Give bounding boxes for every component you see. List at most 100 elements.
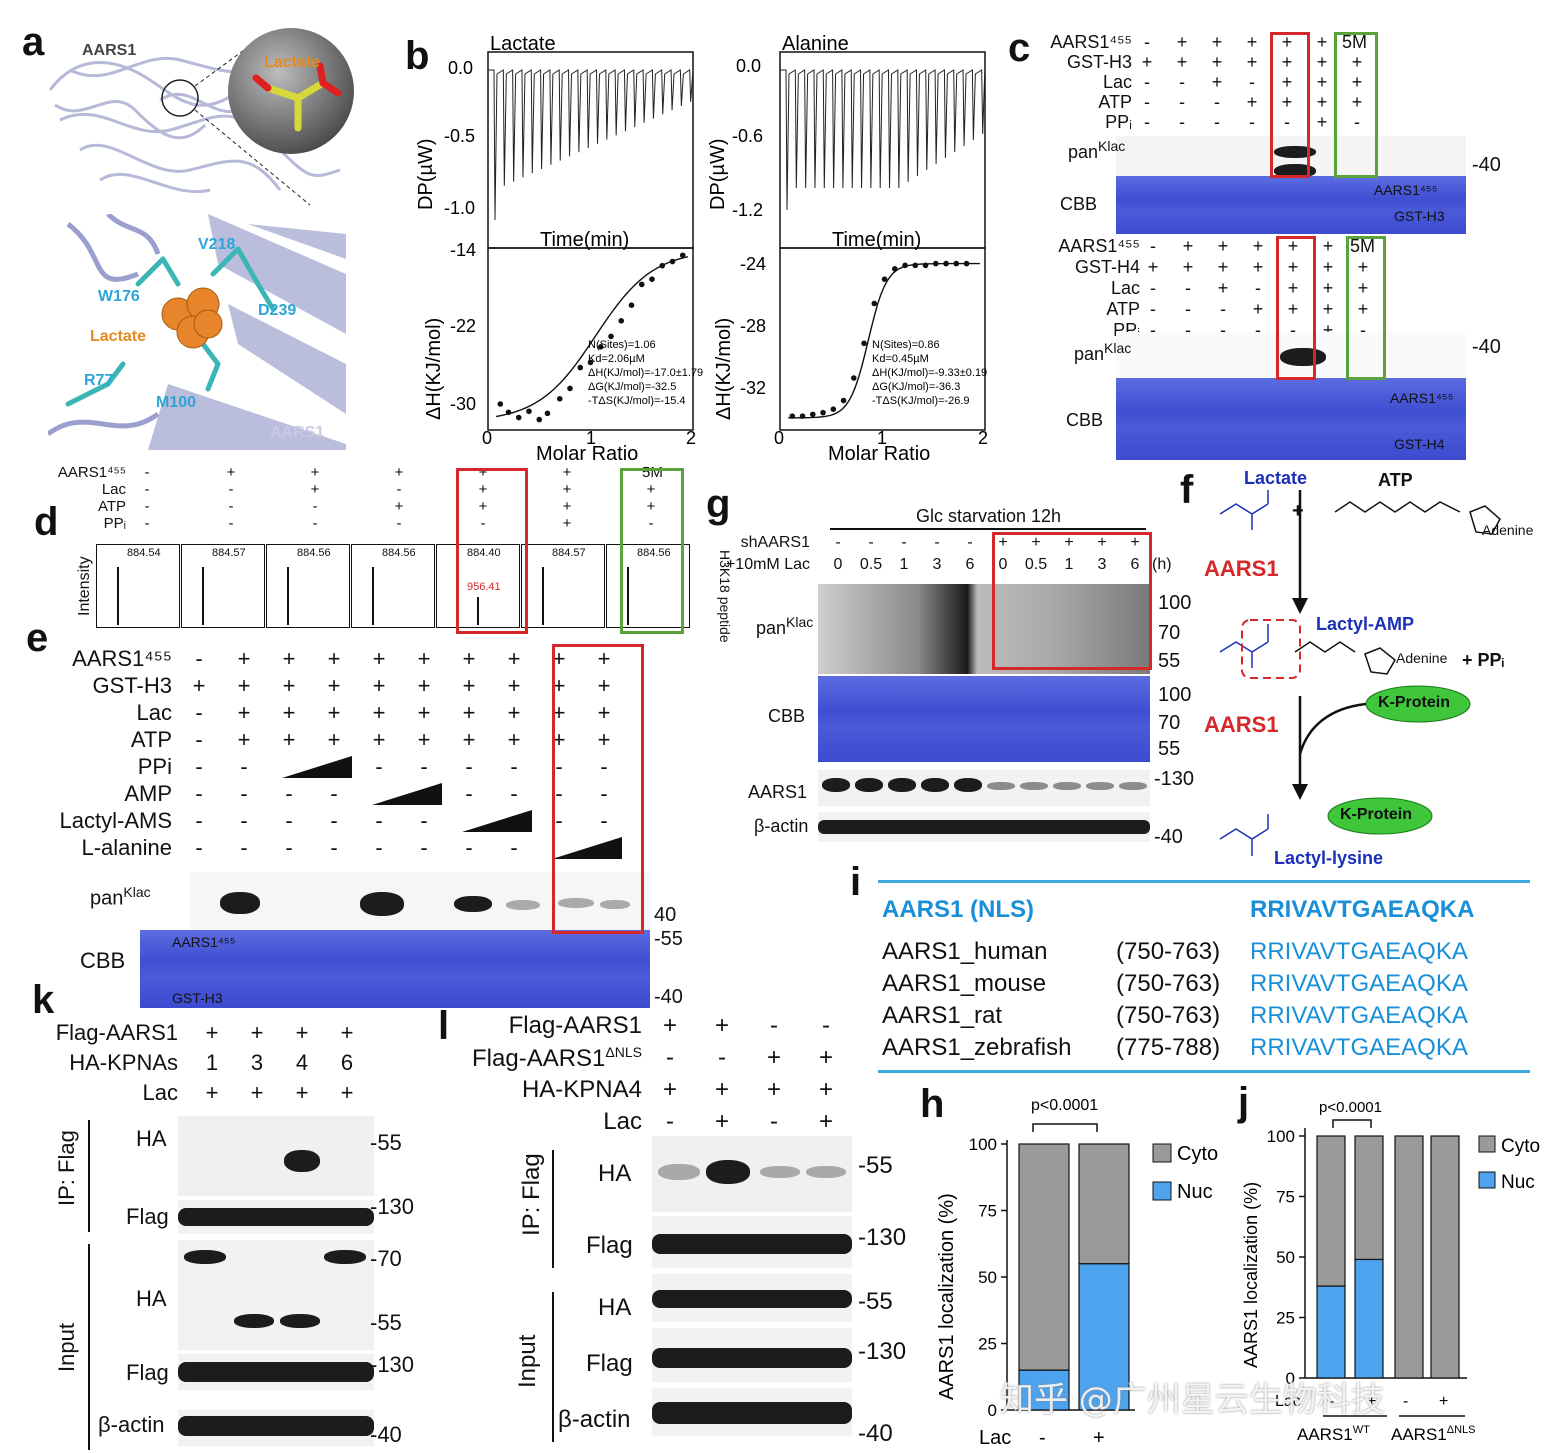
sign-r4-c7: - xyxy=(510,754,518,779)
sign-r2-c0: - xyxy=(144,498,150,515)
sign-r4-c2: - xyxy=(1220,320,1226,340)
l-fit-1: Kd=2.06µM xyxy=(588,353,645,365)
h-legend-cyto-swatch xyxy=(1152,1143,1172,1163)
g-red-box xyxy=(992,532,1152,670)
bar-nuc-1 xyxy=(1354,1258,1384,1379)
d-peak-label-3: 884.56 xyxy=(382,547,416,559)
sign-r2-c6: + xyxy=(462,700,476,725)
r-fit-0: N(Sites)=0.86 xyxy=(872,339,940,351)
l-fit-3: ΔG(KJ/mol)=-32.5 xyxy=(588,381,676,393)
f-ppi: + PPᵢ xyxy=(1462,650,1505,670)
d-red-peak-line xyxy=(477,597,479,625)
g-time-5: 0 xyxy=(998,556,1008,573)
sign-r7-c5: - xyxy=(420,835,428,860)
sign-r4-c0: - xyxy=(195,754,203,779)
d-peak-label-4: 884.40 xyxy=(467,547,501,559)
d-peak-label-2: 884.56 xyxy=(297,547,331,559)
g-time-8: 3 xyxy=(1097,556,1107,573)
lactate-dh-frame xyxy=(487,247,694,431)
g-row-sh: shAARS1 xyxy=(740,534,810,551)
j-legend-nuc: Nuc xyxy=(1501,1172,1535,1193)
r-x-tick-1: 1 xyxy=(877,428,887,448)
g-time-2: 1 xyxy=(899,556,909,573)
l-dp-tick-0: 0.0 xyxy=(448,58,473,78)
residue-v218: V218 xyxy=(198,236,236,253)
sign-r7-c3: - xyxy=(330,835,338,860)
bar-cyto-2 xyxy=(1394,1135,1424,1379)
g-aars-band-7 xyxy=(1053,782,1081,790)
sign-r4-c2: - xyxy=(1214,112,1220,132)
k-blot-ha-1: HA xyxy=(136,1126,167,1151)
l-mw-130: -130 xyxy=(858,1224,907,1251)
sign-r6-c8: - xyxy=(555,808,563,833)
c-aars-label-2: AARS1⁴⁵⁵ xyxy=(1390,390,1454,406)
l-ip-ha-band-3 xyxy=(760,1166,800,1178)
ytick-label: 50 xyxy=(978,1268,997,1287)
watermark: 知乎 @广州星云生物科技 xyxy=(1000,1380,1385,1420)
itc-point xyxy=(902,262,908,269)
sign-r4-c1: - xyxy=(1179,112,1185,132)
sign-r5-c2: - xyxy=(285,781,293,806)
c-aars-label-1: AARS1⁴⁵⁵ xyxy=(1374,182,1438,198)
d-spectrum-1: 884.57 xyxy=(181,544,265,628)
l-fit-0: N(Sites)=1.06 xyxy=(588,339,656,351)
k-protein-oval-2 xyxy=(1327,797,1433,835)
sign-r3-c2: - xyxy=(312,515,318,532)
sign-r5-c6: - xyxy=(465,781,473,806)
sign-r3-c5: + xyxy=(1316,92,1328,112)
sign-r3-c5: + xyxy=(562,515,572,532)
sign-r1-c5: + xyxy=(417,673,431,698)
j-cat-3: + xyxy=(1439,1393,1448,1410)
g-time-1: 0.5 xyxy=(859,556,883,573)
sign-r3-c4: + xyxy=(1281,92,1293,112)
row-label-2: Lac xyxy=(1102,72,1132,92)
itc-point xyxy=(526,408,532,415)
sign-r1-c3: + xyxy=(1246,52,1258,72)
sign-r2-c1: - xyxy=(228,498,234,515)
g-aars-band-1 xyxy=(855,778,883,792)
itc-point xyxy=(810,411,816,418)
panel-d: AARS1⁴⁵⁵ - + + + + + Lac - - + - + + + ATP - - - + + + + PPᵢ - - -… xyxy=(40,460,733,643)
sign-r1-c3: + xyxy=(1252,257,1264,277)
ytick-label: 0 xyxy=(1286,1369,1295,1388)
k-blot-actin: β-actin xyxy=(98,1412,165,1437)
sign-r4-c6: - xyxy=(1354,112,1360,132)
itc-point xyxy=(618,318,625,324)
ytick-label: 25 xyxy=(1276,1309,1295,1328)
sign-r1-c8: + xyxy=(552,673,566,698)
c-cbb-h4 xyxy=(1116,378,1466,460)
sign-r2-c0: - xyxy=(1150,278,1156,298)
g-time-7: 1 xyxy=(1064,556,1074,573)
k-sign-r1-c3: 6 xyxy=(340,1050,354,1075)
i-top-rule xyxy=(878,880,1530,883)
sign-r1-c3: - xyxy=(396,481,402,498)
g-time-4: 6 xyxy=(965,556,975,573)
panel-label-f: f xyxy=(1180,468,1194,512)
c-green-box-2 xyxy=(1346,236,1386,380)
bar-nuc-0 xyxy=(1018,1369,1070,1411)
sign-r6-c9: - xyxy=(600,808,608,833)
itc-point xyxy=(679,252,686,259)
d-peak-label-6: 884.56 xyxy=(637,547,671,559)
itc-point xyxy=(536,416,543,423)
e-wedge-4 xyxy=(282,756,352,778)
sign-r3-c0: - xyxy=(1150,299,1156,319)
g-aars-band-8 xyxy=(1086,782,1114,790)
ytick-label: 100 xyxy=(969,1135,997,1154)
l-fit-4: -TΔS(KJ/mol)=-15.4 xyxy=(588,395,686,407)
sign-r2-c2: + xyxy=(1217,278,1229,298)
sign-r1-c0: + xyxy=(1141,52,1153,72)
panel-label-j: j xyxy=(1238,1080,1250,1124)
g-aars-band-3 xyxy=(921,778,949,792)
l-ip-flag-band xyxy=(652,1234,852,1254)
sign-r2-c7: + xyxy=(507,700,521,725)
sign-r3-c8: + xyxy=(552,727,566,752)
chart-h: AARS1 localization (%) 0 25 50 75 100 p<0.00… xyxy=(936,1097,1218,1449)
alanine-dp-trace xyxy=(780,69,986,211)
g-mw2-55: 55 xyxy=(1158,738,1181,760)
sign-r3-c0: - xyxy=(144,515,150,532)
itc-point xyxy=(851,375,857,381)
itc-point xyxy=(597,344,604,350)
ytick-label: 25 xyxy=(978,1335,997,1354)
panel-label-a: a xyxy=(22,20,45,64)
